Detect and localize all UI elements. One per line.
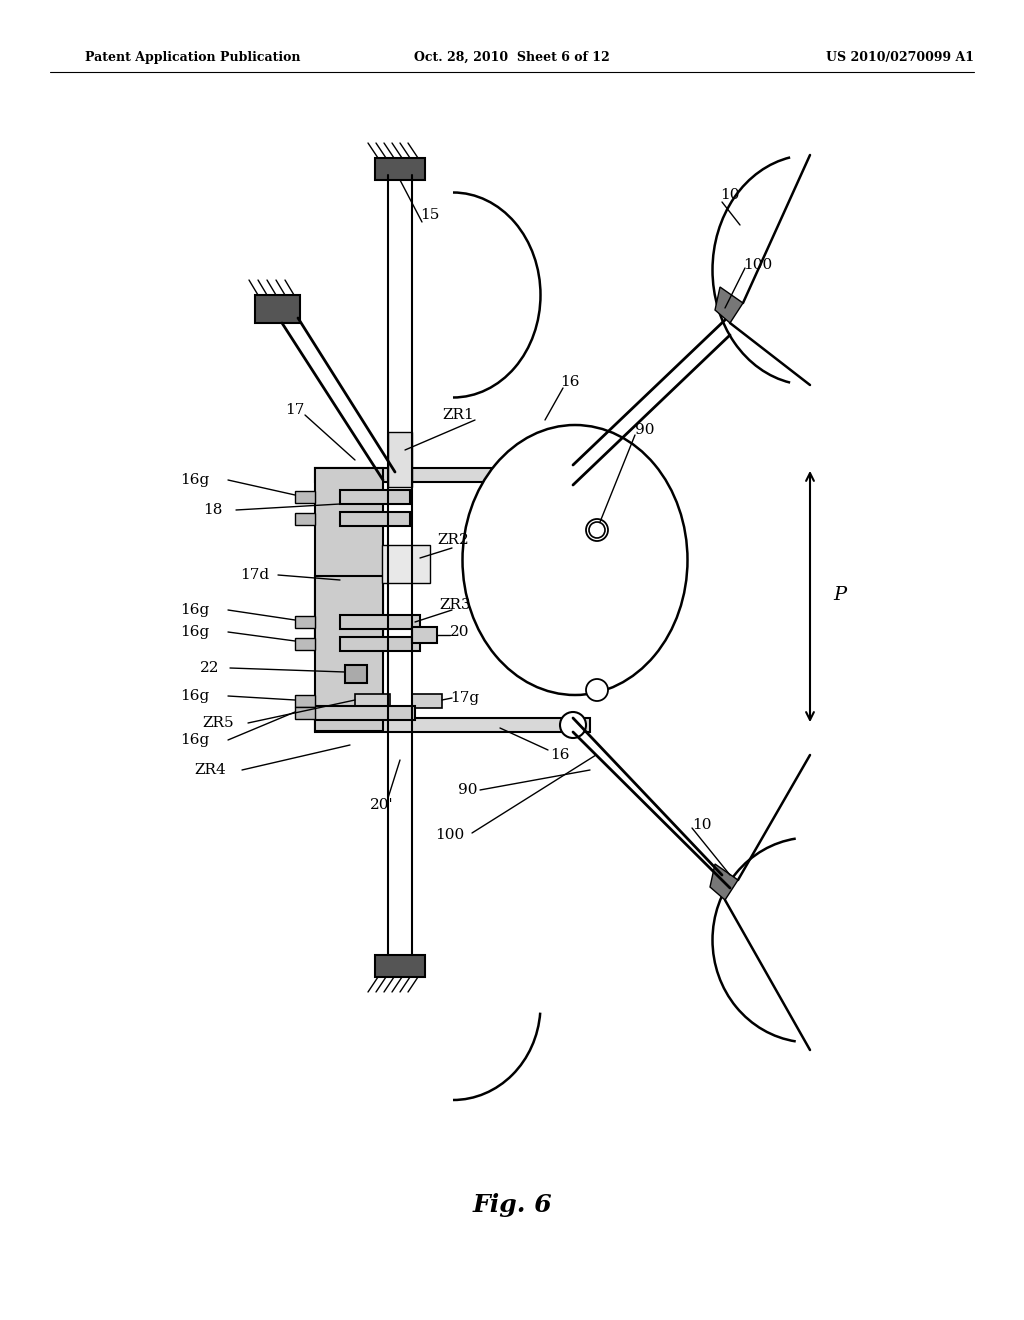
Text: 16g: 16g	[180, 624, 210, 639]
Polygon shape	[715, 286, 743, 323]
Bar	[295, 491, 315, 503]
Text: 16g: 16g	[180, 689, 210, 704]
Bar	[295, 638, 315, 649]
Text: Fig. 6: Fig. 6	[472, 1193, 552, 1217]
Text: Oct. 28, 2010  Sheet 6 of 12: Oct. 28, 2010 Sheet 6 of 12	[414, 50, 610, 63]
Bar	[340, 638, 420, 651]
Text: 18: 18	[204, 503, 222, 517]
Text: 17g: 17g	[451, 690, 479, 705]
Bar	[315, 469, 383, 653]
Text: 17d: 17d	[241, 568, 269, 582]
Bar	[382, 545, 430, 583]
Text: 90: 90	[459, 783, 478, 797]
Text: 90: 90	[635, 422, 654, 437]
Bar	[315, 576, 383, 731]
Bar	[295, 708, 315, 719]
Bar	[340, 512, 410, 525]
Text: Patent Application Publication: Patent Application Publication	[85, 50, 300, 63]
Bar	[315, 706, 415, 719]
Bar	[412, 694, 442, 708]
Bar	[412, 627, 437, 643]
Bar	[375, 158, 425, 180]
Bar	[315, 469, 590, 482]
Text: 16: 16	[550, 748, 569, 762]
Bar	[340, 615, 420, 630]
Bar	[295, 616, 315, 628]
Text: 22: 22	[201, 661, 220, 675]
Text: 17: 17	[286, 403, 305, 417]
Bar	[315, 718, 590, 733]
Text: US 2010/0270099 A1: US 2010/0270099 A1	[826, 50, 974, 63]
Text: 100: 100	[435, 828, 465, 842]
Bar	[375, 954, 425, 977]
Text: 20': 20'	[371, 799, 394, 812]
Text: 15: 15	[420, 209, 439, 222]
Text: 16g: 16g	[180, 473, 210, 487]
Text: ZR5: ZR5	[202, 715, 233, 730]
Text: 10: 10	[692, 818, 712, 832]
Bar	[295, 513, 315, 525]
Text: 16: 16	[560, 375, 580, 389]
Bar	[355, 694, 390, 708]
Ellipse shape	[463, 425, 687, 696]
Bar	[345, 665, 367, 682]
Circle shape	[560, 711, 586, 738]
Text: ZR2: ZR2	[437, 533, 469, 546]
Circle shape	[586, 519, 608, 541]
Text: 16g: 16g	[180, 733, 210, 747]
Text: P: P	[834, 586, 847, 605]
Bar	[340, 490, 410, 504]
Text: 10: 10	[720, 187, 739, 202]
Circle shape	[589, 521, 605, 539]
Bar	[388, 432, 412, 487]
Bar	[255, 294, 300, 323]
Text: 100: 100	[743, 257, 773, 272]
Text: 16g: 16g	[180, 603, 210, 616]
Bar	[295, 696, 315, 708]
Circle shape	[560, 462, 586, 488]
Text: ZR4: ZR4	[195, 763, 226, 777]
Polygon shape	[710, 865, 738, 900]
Text: 20: 20	[451, 624, 470, 639]
Text: ZR3: ZR3	[439, 598, 471, 612]
Circle shape	[586, 678, 608, 701]
Text: ZR1: ZR1	[442, 408, 474, 422]
